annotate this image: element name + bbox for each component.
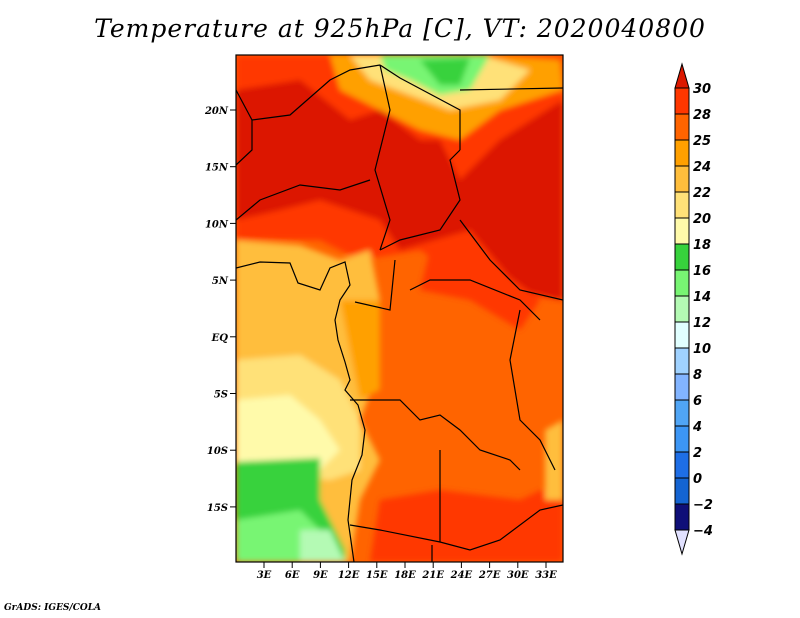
lon-label: 33E [535, 570, 557, 581]
colorbar-label: 25 [693, 134, 711, 149]
lon-label: 12E [338, 570, 360, 581]
colorbar-label: 20 [693, 212, 711, 227]
lon-label: 27E [478, 570, 501, 581]
colorbar-label: −4 [693, 524, 713, 539]
lat-label: 5S [214, 390, 228, 401]
colorbar-label: 28 [693, 108, 711, 123]
colorbar-swatch [674, 295, 690, 323]
colorbar-label: 24 [693, 160, 711, 175]
colorbar-label: 0 [693, 472, 702, 487]
colorbar-swatch [674, 399, 690, 427]
colorbar-label: 4 [692, 420, 702, 435]
colorbar-swatch [674, 321, 690, 349]
colorbar-swatch [674, 503, 690, 531]
lat-label: 15N [205, 163, 229, 174]
colorbar-label: 12 [693, 316, 711, 331]
map-frame [235, 54, 564, 563]
plot-title: Temperature at 925hPa [C], VT: 202004080… [94, 14, 706, 43]
colorbar-label: 14 [693, 290, 711, 305]
colorbar-label: 10 [693, 342, 711, 357]
lon-label: 6E [285, 570, 300, 581]
colorbar-label: 2 [693, 446, 702, 461]
colorbar-swatch [674, 191, 690, 219]
lat-label: 10S [207, 446, 228, 457]
colorbar-label: 6 [693, 394, 702, 409]
lon-label: 3E [257, 570, 272, 581]
lat-label: 10N [205, 219, 229, 230]
colorbar-label: 30 [693, 82, 711, 97]
colorbar-label: 8 [693, 368, 702, 383]
colorbar-label: 16 [693, 264, 711, 279]
colorbar-swatch [674, 425, 690, 453]
lon-label: 18E [394, 570, 416, 581]
colorbar-label: 18 [693, 238, 711, 253]
lon-label: 30E [507, 570, 529, 581]
lat-axis: 20N 15N 10N 5N EQ 5S 10S 15S [204, 106, 236, 514]
colorbar-swatch [674, 451, 690, 479]
lon-label: 24E [450, 570, 473, 581]
colorbar-swatch [674, 217, 690, 245]
colorbar-swatch [674, 113, 690, 141]
lon-label: 21E [421, 570, 444, 581]
lat-label: 15S [207, 503, 228, 514]
lon-label: 9E [313, 570, 328, 581]
colorbar-swatch [674, 139, 690, 167]
lat-label: 5N [212, 276, 229, 287]
colorbar-label: −2 [693, 498, 713, 513]
colorbar-swatch [674, 373, 690, 401]
lat-label: EQ [211, 333, 229, 344]
lat-label: 20N [204, 106, 229, 117]
colorbar-swatch [674, 347, 690, 375]
colorbar-swatch [674, 269, 690, 297]
temperature-field [236, 55, 563, 562]
lon-label: 15E [366, 570, 388, 581]
credit-text: GrADS: IGES/COLA [4, 603, 102, 613]
colorbar-arrow-bottom [674, 529, 690, 556]
colorbar-swatch [674, 165, 690, 193]
colorbar-swatch [674, 87, 690, 115]
colorbar-label: 22 [693, 186, 711, 201]
colorbar-swatch [674, 243, 690, 271]
lon-axis: 3E 6E 9E 12E 15E 18E 21E 24E 27E 30E 33E [257, 562, 557, 581]
colorbar-arrow-top [674, 62, 690, 89]
coastlines-borders [236, 64, 563, 562]
colorbar-swatch [674, 477, 690, 505]
